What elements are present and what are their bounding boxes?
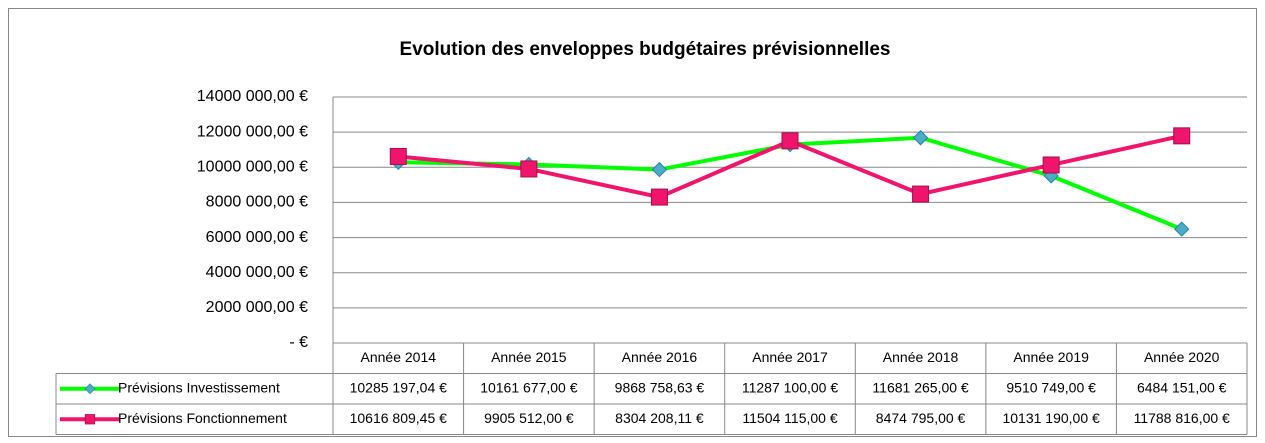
chart-frame — [8, 8, 1257, 437]
data-label: 8304 208,11 € — [615, 410, 704, 426]
data-point — [651, 161, 668, 178]
data-label: 10131 190,00 € — [1002, 410, 1100, 426]
data-label: 9868 758,63 € — [615, 379, 705, 395]
data-label: 11287 100,00 € — [742, 379, 838, 395]
x-tick-label: Année 2017 — [752, 349, 828, 365]
y-tick-label: 12000 000,00 € — [197, 123, 308, 140]
y-tick-label: 8000 000,00 € — [206, 194, 308, 211]
data-label: 9510 749,00 € — [1006, 379, 1096, 395]
y-tick-label: 2000 000,00 € — [206, 299, 308, 316]
data-point — [1174, 221, 1190, 237]
x-tick-label: Année 2020 — [1144, 349, 1220, 365]
data-label: 11504 115,00 € — [742, 410, 837, 426]
legend-label: Prévisions Investissement — [118, 379, 280, 395]
data-point — [520, 160, 538, 178]
y-tick-label: - € — [289, 334, 308, 351]
y-tick-label: 14000 000,00 € — [197, 88, 308, 105]
data-point — [781, 132, 799, 150]
x-tick-label: Année 2019 — [1013, 349, 1089, 365]
data-point — [389, 147, 407, 165]
chart-title: Evolution des enveloppes budgétaires pré… — [400, 39, 891, 60]
x-tick-label: Année 2015 — [491, 349, 567, 365]
legend-label: Prévisions Fonctionnement — [118, 410, 287, 426]
data-point — [912, 185, 930, 203]
data-point — [1173, 127, 1191, 145]
y-tick-label: 6000 000,00 € — [206, 229, 308, 246]
data-label: 10616 809,45 € — [350, 410, 448, 426]
data-label: 10161 677,00 € — [480, 379, 578, 395]
data-label: 9905 512,00 € — [484, 410, 574, 426]
x-tick-label: Année 2016 — [622, 349, 698, 365]
data-label: 11788 816,00 € — [1134, 410, 1230, 426]
legend-key-marker — [84, 383, 96, 395]
x-tick-label: Année 2018 — [883, 349, 959, 365]
data-label: 8474 795,00 € — [876, 410, 966, 426]
y-tick-label: 10000 000,00 € — [197, 159, 308, 176]
y-tick-label: 4000 000,00 € — [206, 264, 308, 281]
data-point — [912, 130, 929, 146]
data-label: 10285 197,04 € — [350, 379, 448, 395]
data-label: 11681 265,00 € — [872, 379, 968, 395]
data-point — [650, 188, 668, 206]
legend-key-marker — [84, 414, 96, 425]
data-point — [1042, 156, 1060, 174]
data-label: 6484 151,00 € — [1137, 379, 1227, 395]
x-tick-label: Année 2014 — [361, 349, 437, 365]
